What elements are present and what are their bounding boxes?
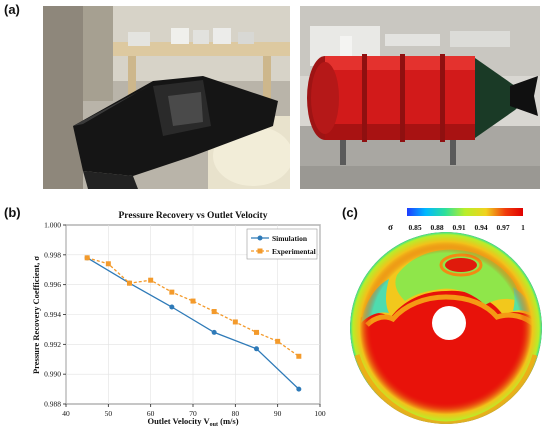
colorbar <box>407 208 523 216</box>
chart-title: Pressure Recovery vs Outlet Velocity <box>119 211 268 221</box>
panel-label-b: (b) <box>4 205 21 220</box>
x-axis-label-unit: (m/s) <box>218 416 239 426</box>
legend-simulation-label: Simulation <box>272 234 308 243</box>
series-experimental-line <box>87 257 300 357</box>
legend-box <box>246 228 318 260</box>
legend-experimental-marker <box>257 248 263 254</box>
colorbar-label-1: 0.88 <box>430 223 443 232</box>
colorbar-symbol: σ <box>388 222 393 232</box>
x-tick-label-2: 60 <box>147 409 155 418</box>
point-experimental-7 <box>232 319 238 325</box>
legend: Simulation Experimental <box>246 228 318 260</box>
colorbar-label-2: 0.91 <box>452 223 465 232</box>
y-tick-label-4: 0.996 <box>44 280 61 289</box>
photo-wind-tunnel <box>300 6 540 189</box>
point-experimental-3 <box>148 277 154 283</box>
point-experimental-4 <box>169 289 175 295</box>
legend-experimental-label: Experimental <box>272 247 316 256</box>
x-axis-label-sub: out <box>210 422 218 428</box>
point-experimental-5 <box>190 298 196 304</box>
contour-lower-edge <box>354 354 538 424</box>
photo-inlet-model <box>43 6 290 189</box>
pressure-contour-panel: σ 0.85 0.88 0.91 0.94 0.97 1 <box>350 208 542 424</box>
y-tick-label-6: 1.000 <box>44 221 61 230</box>
point-simulation-3 <box>211 329 217 335</box>
photo-inlet-model-illustration <box>43 6 290 189</box>
y-tick-label-1: 0.990 <box>44 370 61 379</box>
y-tick-label-3: 0.994 <box>44 310 61 319</box>
panel-label-a: (a) <box>4 2 20 17</box>
legend-simulation-marker <box>257 235 263 241</box>
point-experimental-1 <box>105 261 111 267</box>
point-experimental-6 <box>211 309 217 315</box>
photo-wind-tunnel-illustration <box>300 6 540 189</box>
x-tick-label-6: 100 <box>314 409 326 418</box>
y-axis-label: Pressure Recovery Coefficient, σ <box>31 256 41 374</box>
colorbar-label-5: 1 <box>521 223 525 232</box>
pressure-recovery-chart: Pressure Recovery vs Outlet Velocity 40 5… <box>31 211 326 428</box>
point-experimental-2 <box>127 280 132 286</box>
y-tick-label-2: 0.992 <box>44 340 61 349</box>
colorbar-labels: 0.85 0.88 0.91 0.94 0.97 1 <box>408 223 525 232</box>
point-experimental-9 <box>275 338 281 344</box>
colorbar-label-4: 0.97 <box>496 223 509 232</box>
colorbar-label-0: 0.85 <box>408 223 421 232</box>
series-simulation-line <box>86 257 300 390</box>
point-simulation-5 <box>296 386 302 392</box>
panel-label-c: (c) <box>342 205 358 220</box>
x-axis-label-main: Outlet Velocity V <box>147 416 210 426</box>
x-tick-label-4: 80 <box>232 409 240 418</box>
y-axis-ticks: 0.988 0.990 0.992 0.994 0.996 0.998 1.000 <box>44 221 66 409</box>
contour-hub <box>432 306 466 340</box>
y-tick-label-5: 0.998 <box>44 250 61 259</box>
x-axis-label: Outlet Velocity Vout (m/s) <box>147 416 238 428</box>
x-tick-label-1: 50 <box>105 409 113 418</box>
y-tick-label-0: 0.988 <box>44 400 61 409</box>
point-experimental-8 <box>254 329 259 335</box>
x-tick-label-3: 70 <box>189 409 197 418</box>
x-axis-ticks: 40 50 60 70 80 90 100 <box>62 404 326 418</box>
x-tick-label-5: 90 <box>274 409 282 418</box>
point-simulation-4 <box>254 346 259 352</box>
point-simulation-2 <box>169 304 175 310</box>
point-experimental-10 <box>296 353 302 359</box>
series-group <box>84 255 302 392</box>
colorbar-label-3: 0.94 <box>474 223 487 232</box>
point-experimental-0 <box>84 255 90 261</box>
x-tick-label-0: 40 <box>62 409 70 418</box>
